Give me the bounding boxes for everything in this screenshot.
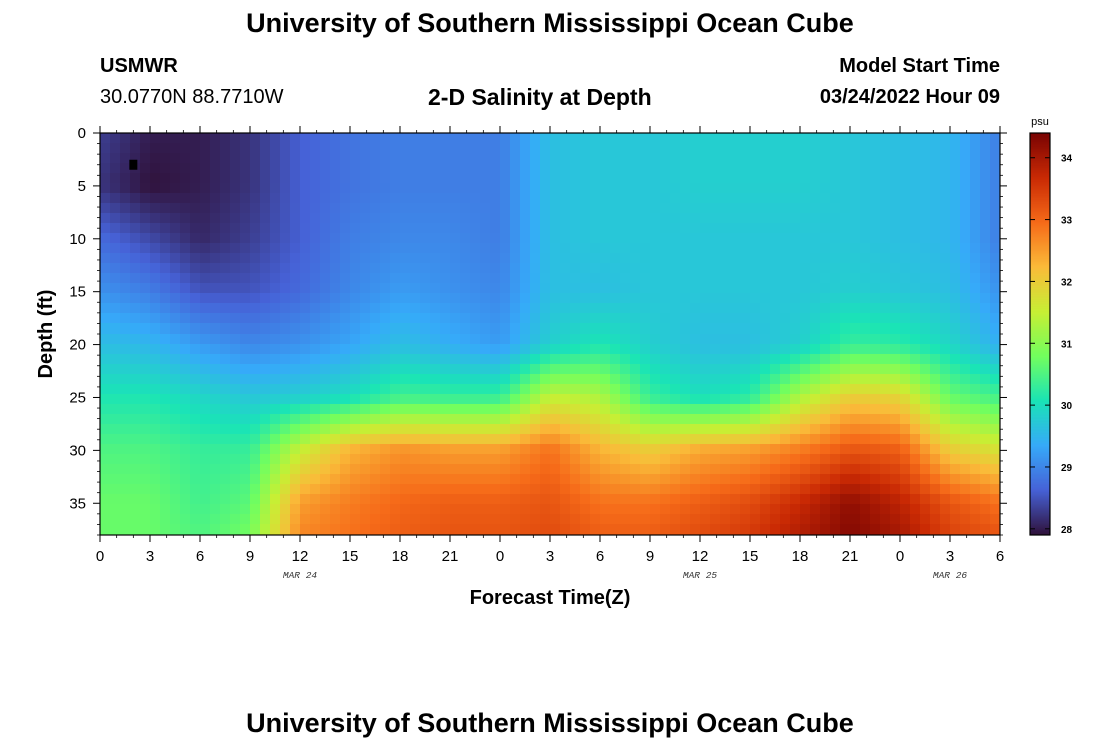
colorbar-tick-label: 28: [1061, 525, 1073, 536]
x-tick-label: 12: [292, 548, 309, 565]
colorbar-tick-label: 30: [1061, 401, 1073, 412]
x-tick-label: 12: [692, 548, 709, 565]
colorbar-tick-label: 33: [1061, 216, 1073, 227]
colorbar-tick-label: 31: [1061, 339, 1073, 350]
x-tick-label: 15: [342, 548, 359, 565]
location-marker: [129, 160, 137, 170]
y-tick-label: 25: [69, 389, 86, 406]
plot-frame: [100, 133, 1000, 535]
x-tick-label: 9: [246, 548, 254, 565]
x-tick-label: 0: [896, 548, 904, 565]
x-tick-label: 0: [96, 548, 104, 565]
x-tick-label: 3: [146, 548, 154, 565]
x-tick-label: 9: [646, 548, 654, 565]
colorbar-tick-label: 34: [1061, 154, 1073, 165]
x-tick-label: 18: [392, 548, 409, 565]
y-tick-label: 30: [69, 442, 86, 459]
x-tick-label: 21: [842, 548, 859, 565]
colorbar-tick-label: 32: [1061, 277, 1073, 288]
y-tick-label: 20: [69, 337, 86, 354]
y-tick-label: 0: [78, 125, 86, 142]
y-tick-label: 35: [69, 495, 86, 512]
colorbar-unit: psu: [1031, 116, 1049, 128]
y-tick-label: 10: [69, 231, 86, 248]
x-tick-label: 3: [546, 548, 554, 565]
x-tick-label: 3: [946, 548, 954, 565]
date-label: MAR 24: [283, 570, 318, 581]
footer-title: University of Southern Mississippi Ocean…: [0, 708, 1100, 739]
x-tick-label: 0: [496, 548, 504, 565]
x-tick-label: 6: [196, 548, 204, 565]
colorbar-tick-label: 29: [1061, 463, 1073, 474]
x-tick-label: 6: [596, 548, 604, 565]
y-axis-label: Depth (ft): [35, 290, 57, 379]
x-tick-label: 21: [442, 548, 459, 565]
y-tick-label: 15: [69, 284, 86, 301]
x-axis-label: Forecast Time(Z): [470, 587, 631, 609]
x-tick-label: 15: [742, 548, 759, 565]
y-tick-label: 5: [78, 178, 86, 195]
x-tick-label: 6: [996, 548, 1004, 565]
date-label: MAR 26: [933, 570, 968, 581]
x-tick-label: 18: [792, 548, 809, 565]
colorbar-frame: [1030, 133, 1050, 535]
date-label: MAR 25: [683, 570, 718, 581]
